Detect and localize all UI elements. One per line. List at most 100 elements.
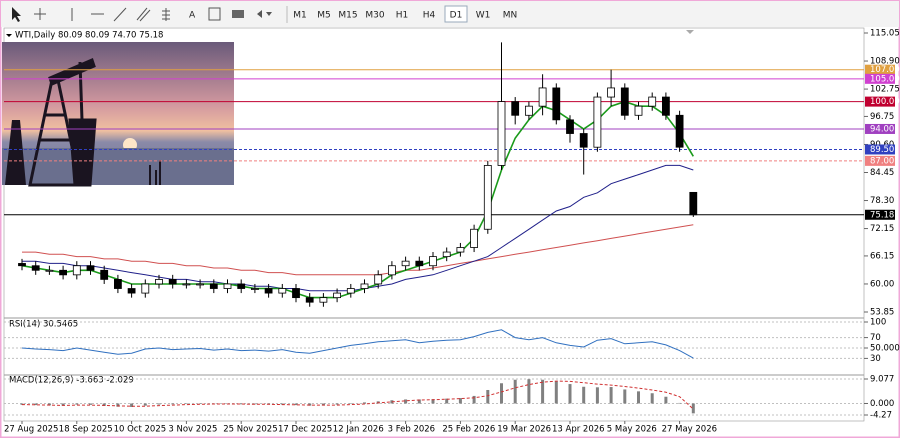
timeframe-button[interactable]: W1 <box>476 11 491 21</box>
macd-bar <box>513 379 517 404</box>
candle-body <box>429 256 437 267</box>
candle-body <box>456 247 465 253</box>
macd-bar <box>637 391 640 404</box>
x-tick-label: 10 Oct 2025 <box>114 425 167 435</box>
y-tick-label: 0.000 <box>870 399 894 409</box>
candle-body <box>278 288 287 294</box>
price-level-label: 75.18 <box>870 210 894 220</box>
candle-body <box>292 288 300 299</box>
timeframe-button[interactable]: M5 <box>317 11 331 21</box>
y-tick-label: 115.05 <box>870 29 900 39</box>
candle-body <box>634 105 643 116</box>
label-tool[interactable] <box>208 7 221 21</box>
macd-bar <box>691 403 695 414</box>
macd-bar <box>664 396 668 404</box>
x-tick-label: 18 Sep 2025 <box>59 425 113 435</box>
image-sea <box>2 148 234 185</box>
price-level-tag <box>865 155 895 166</box>
candle-body <box>237 283 246 289</box>
candle-body <box>346 288 355 294</box>
candle-body <box>483 165 492 230</box>
macd-bar <box>595 387 599 404</box>
candle-body <box>525 105 533 116</box>
candle-body <box>648 96 657 107</box>
channel-tool[interactable] <box>136 7 151 22</box>
macd-title: MACD(12,26,9) -3.663 -2.029 <box>9 376 134 386</box>
y-tick-label: -4.27 <box>870 411 892 421</box>
candle-body <box>45 269 54 272</box>
y-tick-label: 70 <box>870 333 881 343</box>
macd-bar <box>75 403 79 405</box>
candle-body <box>209 283 218 289</box>
candle-body <box>168 279 177 285</box>
moving-average <box>22 164 694 292</box>
price-level-tag <box>865 209 895 220</box>
timeframe-button[interactable]: D1 <box>450 11 463 21</box>
candle-body <box>141 283 150 294</box>
macd-bar <box>445 398 449 404</box>
candle-body <box>662 96 670 116</box>
arrows-tool[interactable] <box>257 10 272 18</box>
timeframe-button[interactable]: H4 <box>423 11 436 21</box>
crosshair-tool[interactable] <box>34 8 46 20</box>
macd-bar <box>486 389 490 404</box>
price-level-label: 105.00 <box>870 74 900 84</box>
candle-body <box>387 265 396 276</box>
image-pump <box>48 57 97 187</box>
timeframe-active[interactable] <box>444 5 468 23</box>
macd-bar <box>541 379 545 404</box>
chart-area: WTI,Daily 80.09 80.09 74.70 75.18 RSI(14… <box>2 27 865 422</box>
x-tick-label: 27 May 2026 <box>662 425 717 435</box>
candle-body <box>442 251 451 258</box>
price-level-tag <box>865 64 895 75</box>
timeframe-button[interactable]: MN <box>503 11 518 21</box>
image-silhouettes <box>149 160 161 185</box>
candle-body <box>31 265 40 271</box>
timeframe-button[interactable]: M1 <box>293 11 307 21</box>
candle-body <box>593 96 602 148</box>
candle-body <box>264 288 273 294</box>
menu-arrow[interactable] <box>6 34 12 37</box>
y-tick-label: 96.75 <box>870 112 894 122</box>
shapes-tool[interactable] <box>232 10 244 18</box>
macd-bar <box>308 403 312 406</box>
macd-bar <box>171 403 175 405</box>
macd-bar <box>20 403 24 405</box>
shift-marker[interactable] <box>686 30 694 34</box>
candle-body <box>497 101 506 166</box>
candle-body <box>620 87 629 116</box>
candle-body <box>250 288 259 290</box>
macd-bar <box>527 379 531 404</box>
cursor-tool[interactable] <box>12 7 21 22</box>
y-tick-label: 50.0000 <box>870 344 900 354</box>
candle-body <box>607 87 615 98</box>
rsi-line <box>21 329 694 359</box>
y-tick-label: 78.30 <box>870 196 894 206</box>
candle-body <box>127 288 136 294</box>
timeframe-button[interactable]: H1 <box>396 11 409 21</box>
price-level-label: 107.00 <box>870 65 900 75</box>
macd-bar <box>678 402 682 404</box>
y-tick-label: 53.85 <box>870 308 894 318</box>
macd-bar <box>417 399 421 404</box>
price-level-label: 100.00 <box>870 97 900 107</box>
macd-bar <box>554 381 558 404</box>
text-tool[interactable]: A <box>189 11 196 21</box>
macd-bar <box>198 403 202 404</box>
candle-body <box>579 133 588 148</box>
candle-body <box>319 297 328 303</box>
candle-body <box>689 191 698 216</box>
macd-signal <box>21 380 694 410</box>
macd-bar <box>609 387 613 404</box>
x-tick-label: 19 Mar 2026 <box>497 425 551 435</box>
macd-bar <box>500 383 503 404</box>
timeframe-button[interactable]: M15 <box>338 11 357 21</box>
trend-tool[interactable] <box>113 7 127 22</box>
moving-average <box>22 224 694 276</box>
candle-body <box>72 265 81 276</box>
y-tick-label: 9.077 <box>870 375 894 385</box>
timeframe-button[interactable]: M30 <box>365 11 384 21</box>
candle-body <box>415 260 424 267</box>
candle-body <box>114 279 122 289</box>
fibo-tool[interactable] <box>162 8 170 21</box>
